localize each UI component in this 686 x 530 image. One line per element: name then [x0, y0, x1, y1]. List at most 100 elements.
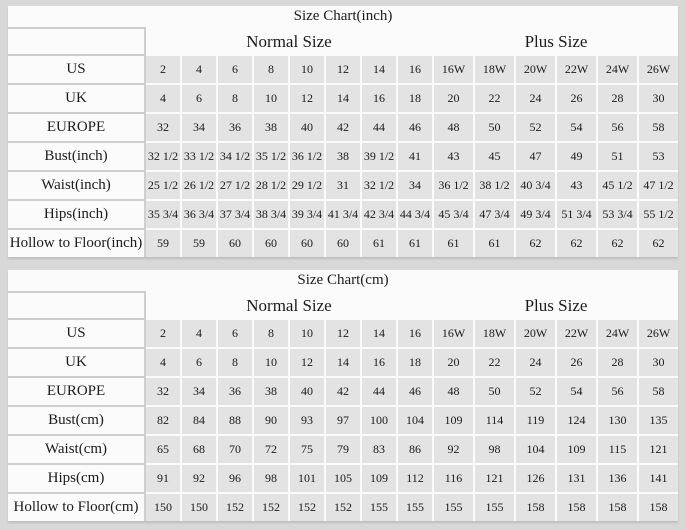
table-title: Size Chart(cm)	[8, 270, 678, 291]
size-value-cell: 6	[218, 56, 252, 83]
size-value-cell: 16	[398, 320, 432, 347]
size-value-cell: 60	[218, 230, 252, 257]
size-value-cell: 20	[434, 85, 473, 112]
size-value-cell: 152	[218, 494, 252, 521]
size-value-cell: 48	[434, 378, 473, 405]
normal-size-header: Normal Size	[146, 29, 432, 54]
size-value-cell: 48	[434, 114, 473, 141]
size-value-cell: 27 1/2	[218, 172, 252, 199]
size-value-cell: 43	[434, 143, 473, 170]
size-value-cell: 60	[290, 230, 324, 257]
size-value-cell: 121	[475, 465, 514, 492]
size-value-cell: 54	[557, 378, 596, 405]
size-value-cell: 105	[326, 465, 360, 492]
size-value-cell: 37 3/4	[218, 201, 252, 228]
size-value-cell: 135	[639, 407, 678, 434]
size-value-cell: 4	[146, 85, 180, 112]
size-value-cell: 104	[398, 407, 432, 434]
size-value-cell: 4	[146, 349, 180, 376]
size-value-cell: 26W	[639, 56, 678, 83]
size-value-cell: 24W	[598, 56, 637, 83]
size-value-cell: 32 1/2	[146, 143, 180, 170]
size-value-cell: 35 3/4	[146, 201, 180, 228]
table-title: Size Chart(inch)	[8, 6, 678, 27]
row-label: UK	[8, 349, 144, 376]
row-label: Hollow to Floor(cm)	[8, 494, 144, 521]
size-value-cell: 26	[557, 85, 596, 112]
row-label: EUROPE	[8, 378, 144, 405]
size-value-cell: 20W	[516, 56, 555, 83]
size-value-cell: 97	[326, 407, 360, 434]
size-value-cell: 82	[146, 407, 180, 434]
size-value-cell: 8	[254, 56, 288, 83]
size-value-cell: 16	[362, 349, 396, 376]
size-value-cell: 18W	[475, 320, 514, 347]
size-value-cell: 26W	[639, 320, 678, 347]
size-value-cell: 34	[398, 172, 432, 199]
plus-size-header: Plus Size	[434, 293, 678, 318]
size-value-cell: 46	[398, 378, 432, 405]
size-value-cell: 25 1/2	[146, 172, 180, 199]
size-value-cell: 43	[557, 172, 596, 199]
size-value-cell: 6	[182, 85, 216, 112]
size-value-cell: 155	[398, 494, 432, 521]
size-value-cell: 36	[218, 114, 252, 141]
size-value-cell: 86	[398, 436, 432, 463]
size-value-cell: 68	[182, 436, 216, 463]
size-value-cell: 14	[326, 85, 360, 112]
size-value-cell: 115	[598, 436, 637, 463]
size-value-cell: 90	[254, 407, 288, 434]
size-value-cell: 33 1/2	[182, 143, 216, 170]
row-label: US	[8, 320, 144, 347]
size-value-cell: 75	[290, 436, 324, 463]
size-value-cell: 150	[146, 494, 180, 521]
size-value-cell: 4	[182, 320, 216, 347]
size-value-cell: 60	[254, 230, 288, 257]
row-label: EUROPE	[8, 114, 144, 141]
size-value-cell: 61	[398, 230, 432, 257]
size-value-cell: 16	[362, 85, 396, 112]
size-value-cell: 32	[146, 378, 180, 405]
size-value-cell: 6	[218, 320, 252, 347]
row-label: Hips(cm)	[8, 465, 144, 492]
size-value-cell: 10	[254, 349, 288, 376]
size-value-cell: 20W	[516, 320, 555, 347]
size-value-cell: 38 3/4	[254, 201, 288, 228]
size-value-cell: 60	[326, 230, 360, 257]
size-value-cell: 141	[639, 465, 678, 492]
row-label: Hips(inch)	[8, 201, 144, 228]
size-value-cell: 53 3/4	[598, 201, 637, 228]
size-value-cell: 51 3/4	[557, 201, 596, 228]
size-value-cell: 28	[598, 85, 637, 112]
header-corner-cell	[8, 29, 144, 54]
size-value-cell: 83	[362, 436, 396, 463]
size-value-cell: 131	[557, 465, 596, 492]
header-corner-cell	[8, 293, 144, 318]
size-value-cell: 155	[434, 494, 473, 521]
size-value-cell: 59	[146, 230, 180, 257]
size-value-cell: 18	[398, 85, 432, 112]
size-value-cell: 8	[218, 349, 252, 376]
size-value-cell: 44	[362, 114, 396, 141]
size-value-cell: 31	[326, 172, 360, 199]
size-value-cell: 150	[182, 494, 216, 521]
normal-size-header: Normal Size	[146, 293, 432, 318]
plus-size-header: Plus Size	[434, 29, 678, 54]
size-value-cell: 109	[434, 407, 473, 434]
size-value-cell: 61	[475, 230, 514, 257]
size-value-cell: 6	[182, 349, 216, 376]
size-value-cell: 24	[516, 85, 555, 112]
size-value-cell: 20	[434, 349, 473, 376]
size-value-cell: 26 1/2	[182, 172, 216, 199]
size-value-cell: 52	[516, 378, 555, 405]
size-value-cell: 14	[362, 320, 396, 347]
row-label: Hollow to Floor(inch)	[8, 230, 144, 257]
size-value-cell: 119	[516, 407, 555, 434]
size-value-cell: 62	[516, 230, 555, 257]
size-value-cell: 158	[557, 494, 596, 521]
size-value-cell: 92	[434, 436, 473, 463]
size-value-cell: 130	[598, 407, 637, 434]
row-label: Bust(cm)	[8, 407, 144, 434]
size-value-cell: 52	[516, 114, 555, 141]
